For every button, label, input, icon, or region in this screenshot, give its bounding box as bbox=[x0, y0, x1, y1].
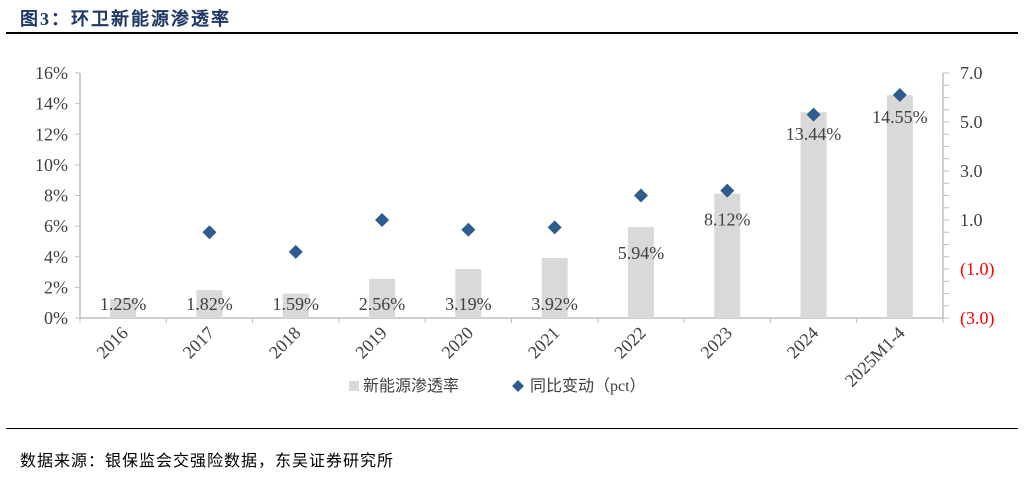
diamond-point bbox=[375, 213, 390, 227]
x-tick-label: 2022 bbox=[610, 323, 650, 363]
bar-data-label: 5.94% bbox=[618, 243, 665, 263]
bar-data-label: 8.12% bbox=[704, 210, 751, 230]
diamond-point bbox=[461, 222, 476, 237]
bar bbox=[196, 290, 223, 318]
left-tick-label: 4% bbox=[44, 247, 68, 267]
legend-bar-swatch bbox=[349, 381, 359, 391]
diamond-point bbox=[633, 188, 648, 203]
x-tick-label: 2023 bbox=[696, 323, 736, 363]
left-tick-label: 10% bbox=[35, 155, 68, 175]
bar bbox=[541, 257, 568, 318]
bar bbox=[455, 269, 482, 318]
bar-data-label: 1.82% bbox=[186, 294, 233, 314]
x-tick-label: 2024 bbox=[783, 323, 823, 363]
bar bbox=[282, 293, 309, 318]
bar-data-label: 3.19% bbox=[445, 294, 492, 314]
diamond-point bbox=[288, 244, 303, 259]
x-tick-label: 2025M1-4 bbox=[841, 323, 909, 391]
chart: 0% 2% 4% 6% 8% 10% 12% 14% 16% (3.0) (1.0) 1.0 3.0 5.… bbox=[35, 63, 995, 395]
legend-diamond-swatch bbox=[512, 380, 524, 392]
right-tick-label: (3.0) bbox=[960, 308, 995, 329]
left-tick-label: 6% bbox=[44, 216, 68, 236]
left-tick-label: 16% bbox=[35, 63, 68, 83]
diamond-point bbox=[547, 220, 562, 235]
bar bbox=[369, 278, 396, 318]
bar-data-label: 3.92% bbox=[531, 294, 578, 314]
x-tick-label: 2021 bbox=[524, 323, 564, 363]
bar-data-label: 2.56% bbox=[359, 294, 406, 314]
bar-data-label: 1.25% bbox=[100, 294, 147, 314]
legend-bar-label: 新能源渗透率 bbox=[363, 377, 459, 395]
bar bbox=[800, 112, 827, 318]
right-tick-label: 5.0 bbox=[960, 112, 983, 132]
left-tick-label: 8% bbox=[44, 186, 68, 206]
source-note: 数据来源：银保监会交强险数据，东吴证券研究所 bbox=[20, 453, 395, 470]
diamond-point bbox=[720, 183, 735, 198]
left-tick-label: 14% bbox=[35, 94, 68, 114]
bar bbox=[627, 227, 654, 318]
diamond-point bbox=[806, 107, 821, 122]
legend-diamond-label: 同比变动（pct） bbox=[530, 377, 646, 395]
left-tick-label: 2% bbox=[44, 277, 68, 297]
right-tick-label: 7.0 bbox=[960, 63, 983, 83]
bar bbox=[110, 298, 137, 318]
bar bbox=[714, 193, 741, 318]
x-tick-label: 2020 bbox=[438, 323, 478, 363]
left-tick-label: 0% bbox=[44, 308, 68, 328]
right-tick-label: 1.0 bbox=[960, 210, 983, 230]
diamond-point bbox=[892, 88, 907, 103]
figure-title: 图3：环卫新能源渗透率 bbox=[20, 9, 231, 29]
diamond-point bbox=[202, 225, 217, 240]
right-tick-label: 3.0 bbox=[960, 161, 983, 181]
x-tick-label: 2019 bbox=[351, 323, 391, 363]
x-tick-label: 2017 bbox=[179, 323, 219, 363]
left-tick-label: 12% bbox=[35, 124, 68, 144]
bottom-rule bbox=[6, 428, 1018, 429]
x-tick-label: 2016 bbox=[92, 323, 132, 363]
bar-data-label: 1.59% bbox=[273, 294, 320, 314]
bar-data-label: 13.44% bbox=[786, 124, 842, 144]
bar-data-label: 14.55% bbox=[872, 107, 928, 127]
bar bbox=[886, 95, 913, 318]
right-tick-label: (1.0) bbox=[960, 259, 995, 280]
top-rule bbox=[6, 32, 1018, 34]
x-tick-label: 2018 bbox=[265, 323, 305, 363]
